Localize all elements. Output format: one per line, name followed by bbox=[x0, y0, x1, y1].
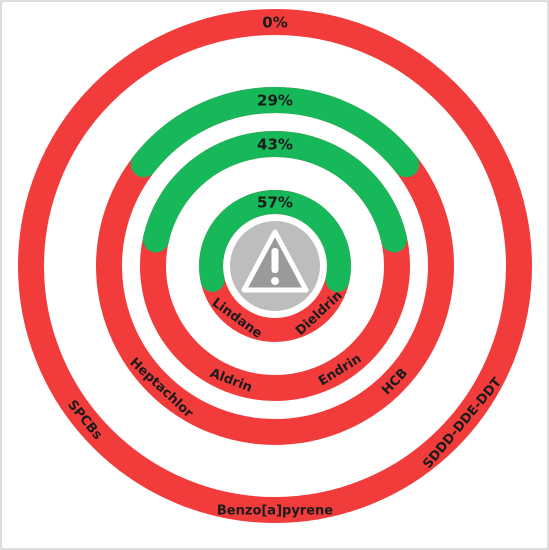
warning-icon bbox=[230, 221, 320, 311]
value-label: 43% bbox=[257, 136, 293, 154]
progress-arc bbox=[142, 131, 408, 253]
value-label: 0% bbox=[262, 14, 287, 32]
progress-arc bbox=[199, 190, 351, 292]
value-label: 29% bbox=[257, 92, 293, 110]
icon-bang bbox=[271, 248, 279, 273]
value-label: 57% bbox=[257, 194, 293, 212]
icon-dot bbox=[271, 277, 279, 285]
ring-label: Benzo[a]pyrene bbox=[217, 504, 333, 519]
ring-track bbox=[18, 9, 532, 523]
progress-arc bbox=[130, 87, 420, 178]
